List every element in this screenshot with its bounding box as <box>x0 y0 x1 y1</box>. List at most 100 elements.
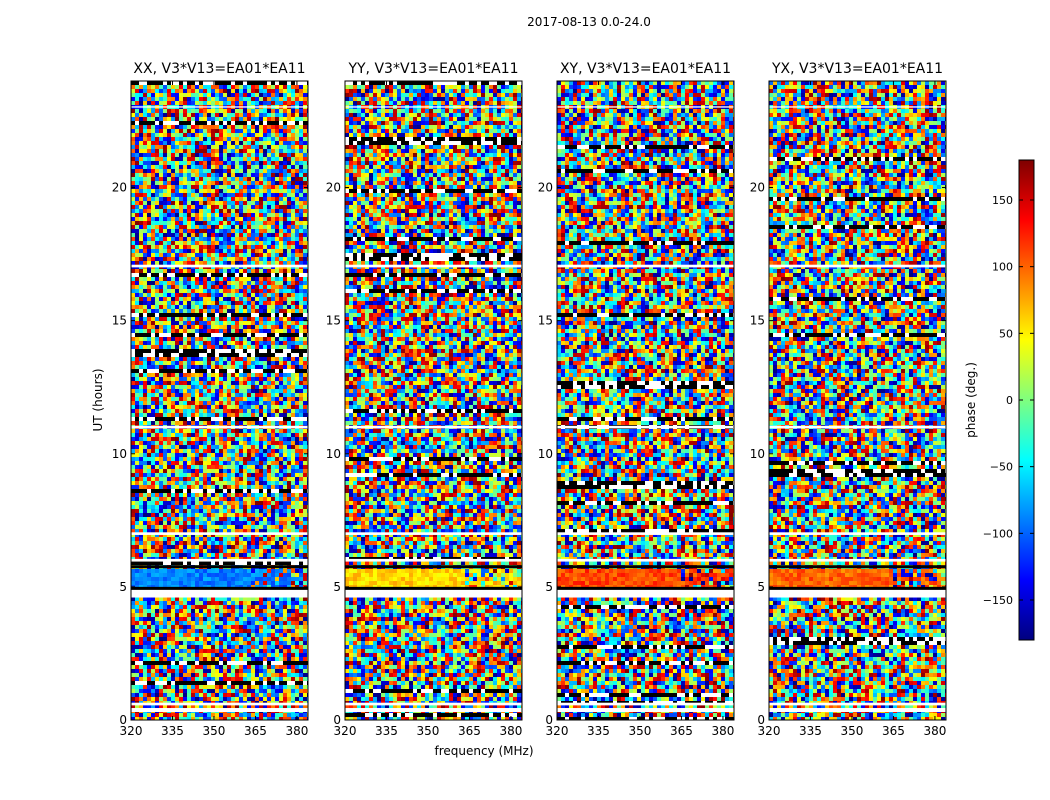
band-edge-top <box>131 565 308 569</box>
y-tick-label: 5 <box>119 580 127 594</box>
flagged-band <box>769 106 946 108</box>
colorbar-tick-label: −100 <box>983 527 1013 540</box>
colorbar: 150 100 50 0 −50 −100 −150 <box>983 159 1035 641</box>
phase-image <box>345 81 522 720</box>
x-tick-label: 320 <box>546 724 569 738</box>
panel-title: YX, V3*V13=EA01*EA11 <box>771 61 943 77</box>
axes-frame <box>768 80 947 721</box>
band-edge-bottom <box>557 586 734 590</box>
x-tick-label: 365 <box>882 724 905 738</box>
x-tick-label: 335 <box>799 724 822 738</box>
x-tick-label: 380 <box>285 724 308 738</box>
band-edge-top <box>345 565 522 569</box>
flagged-band <box>345 532 522 535</box>
flagged-band <box>769 532 946 535</box>
flagged-band <box>345 588 522 598</box>
flagged-band <box>769 558 946 562</box>
x-tick-label: 365 <box>458 724 481 738</box>
flagged-band <box>557 264 734 268</box>
y-tick-label: 20 <box>112 181 127 195</box>
band-edge-bottom <box>769 586 946 590</box>
flagged-band <box>769 588 946 598</box>
flagged-band <box>557 425 734 429</box>
flagged-band <box>769 708 946 713</box>
x-tick-label: 380 <box>711 724 734 738</box>
y-tick-label: 10 <box>538 447 553 461</box>
axes-frame <box>556 80 735 721</box>
flagged-band <box>769 702 946 706</box>
y-tick-label: 0 <box>757 713 765 727</box>
band-edge-bottom <box>345 586 522 590</box>
colorbar-label: phase (deg.) <box>964 362 978 438</box>
flagged-band <box>557 558 734 562</box>
y-tick-label: 5 <box>333 580 341 594</box>
panel-yy: YY, V3*V13=EA01*EA11 320 335 350 365 380 0 5 10 1… <box>326 61 523 738</box>
flagged-band <box>345 106 522 108</box>
x-tick-label: 380 <box>499 724 522 738</box>
x-tick-label: 320 <box>758 724 781 738</box>
x-tick-label: 335 <box>161 724 184 738</box>
y-tick-label: 0 <box>119 713 127 727</box>
y-tick-label: 15 <box>750 314 765 328</box>
band-edge-bottom <box>131 586 308 590</box>
x-tick-label: 335 <box>587 724 610 738</box>
phase-image <box>557 81 734 720</box>
x-tick-label: 350 <box>629 724 652 738</box>
panel-xy: XY, V3*V13=EA01*EA11 320 335 350 365 380 0 5 10 1… <box>538 61 735 738</box>
y-tick-label: 20 <box>538 181 553 195</box>
x-tick-label: 380 <box>923 724 946 738</box>
flagged-band <box>131 264 308 268</box>
band-edge-top <box>557 565 734 569</box>
colorbar-tick-label: 0 <box>1006 394 1013 407</box>
flagged-band <box>131 558 308 562</box>
colorbar-tick-label: −50 <box>990 461 1013 474</box>
phase-image <box>131 81 308 720</box>
y-tick-label: 20 <box>326 181 341 195</box>
axes-frame <box>344 80 523 721</box>
colorbar-tick-label: 100 <box>992 261 1013 274</box>
y-tick-label: 15 <box>538 314 553 328</box>
flagged-band <box>557 532 734 535</box>
x-tick-label: 320 <box>120 724 143 738</box>
band-edge-top <box>769 565 946 569</box>
flagged-band <box>131 702 308 706</box>
panel-yx: YX, V3*V13=EA01*EA11 320 335 350 365 380 0 5 10 1… <box>750 61 947 738</box>
panel-title: XX, V3*V13=EA01*EA11 <box>133 61 305 77</box>
y-tick-label: 5 <box>757 580 765 594</box>
flagged-band <box>345 425 522 429</box>
phase-image <box>769 81 946 720</box>
flagged-band <box>345 558 522 562</box>
flagged-band <box>131 425 308 429</box>
y-axis-label: UT (hours) <box>91 368 105 431</box>
flagged-band <box>557 708 734 713</box>
x-tick-label: 350 <box>841 724 864 738</box>
flagged-band <box>345 708 522 713</box>
x-tick-label: 320 <box>334 724 357 738</box>
flagged-band <box>557 702 734 706</box>
y-tick-label: 5 <box>545 580 553 594</box>
x-tick-label: 350 <box>417 724 440 738</box>
y-tick-label: 0 <box>333 713 341 727</box>
panel-title: YY, V3*V13=EA01*EA11 <box>347 61 518 77</box>
flagged-band <box>131 588 308 598</box>
flagged-band <box>557 588 734 598</box>
x-tick-label: 350 <box>203 724 226 738</box>
panel-xx: XX, V3*V13=EA01*EA11 320 335 350 365 380 0 5 10 1… <box>112 61 309 738</box>
colorbar-tick-label: 150 <box>992 194 1013 207</box>
y-tick-label: 0 <box>545 713 553 727</box>
flagged-band <box>131 532 308 535</box>
flagged-band <box>769 264 946 268</box>
colorbar-tick-label: −150 <box>983 594 1013 607</box>
y-tick-label: 15 <box>326 314 341 328</box>
figure-suptitle: 2017-08-13 0.0-24.0 <box>527 15 651 29</box>
axes-frame <box>130 80 309 721</box>
x-axis-label: frequency (MHz) <box>434 744 533 758</box>
y-tick-label: 15 <box>112 314 127 328</box>
flagged-band <box>345 702 522 706</box>
x-tick-label: 335 <box>375 724 398 738</box>
colorbar-tick-label: 50 <box>999 327 1013 340</box>
x-tick-label: 365 <box>670 724 693 738</box>
flagged-band <box>557 106 734 108</box>
y-tick-label: 10 <box>326 447 341 461</box>
